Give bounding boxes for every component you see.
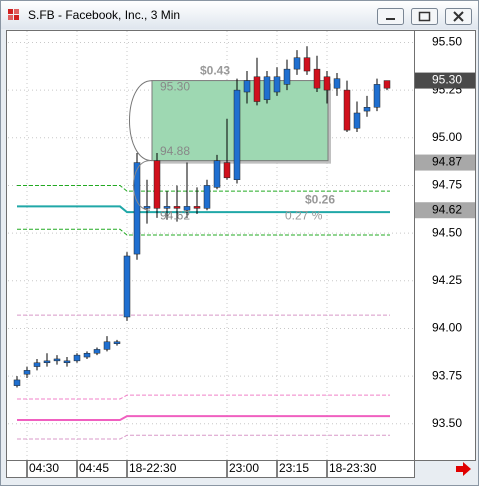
candle-body (213, 160, 221, 188)
price-marker-label: 94.87 (432, 155, 462, 169)
measure-top: 95.30 (160, 80, 190, 94)
minimize-button[interactable] (377, 8, 404, 25)
level-line (17, 434, 390, 440)
candle-body (143, 206, 151, 209)
candle-body (363, 107, 371, 112)
x-tick-label: 23:00 (229, 461, 259, 475)
candle-body (73, 354, 81, 362)
candle-body (233, 89, 241, 180)
candle-body (93, 349, 101, 354)
measure-bottom: 94.88 (160, 144, 190, 158)
close-button[interactable] (445, 8, 472, 25)
y-tick-label: 93.75 (432, 368, 462, 382)
price-marker-label: 95.30 (432, 73, 462, 87)
candle-body (43, 360, 51, 364)
candle-body (113, 341, 121, 344)
candle-body (63, 360, 71, 364)
measure-change: $0.43 (200, 64, 230, 78)
candle-body (343, 89, 351, 131)
candle-body (13, 379, 21, 386)
price-marker-label: 94.62 (432, 202, 462, 216)
time-axis (6, 460, 415, 478)
level-line (17, 415, 390, 421)
candle-body (33, 362, 41, 367)
level-line (17, 228, 390, 236)
level-line (17, 394, 390, 400)
level-line (17, 184, 390, 192)
price-marker (415, 202, 475, 219)
candle-body (53, 358, 61, 362)
price-marker (415, 154, 475, 171)
candle-body (323, 76, 331, 91)
candle-body (303, 57, 311, 72)
candle-body (133, 162, 141, 255)
candle-body (183, 206, 191, 211)
candle-body (283, 68, 291, 85)
y-tick-label: 94.50 (432, 225, 462, 239)
x-tick-label: 23:15 (279, 461, 309, 475)
candle-body (383, 80, 391, 89)
level-line (17, 205, 390, 214)
candle-body (193, 206, 201, 209)
note-percent: 0.27 % (285, 208, 323, 222)
y-tick-label: 94.75 (432, 178, 462, 192)
price-marker (415, 72, 475, 89)
x-tick-label: 18-23:30 (329, 461, 377, 475)
x-tick-label: 18-22:30 (129, 461, 177, 475)
y-tick-label: 93.50 (432, 416, 462, 430)
note-change: $0.26 (305, 192, 335, 206)
scroll-arrow[interactable] (456, 462, 471, 476)
x-tick-label: 04:45 (79, 461, 109, 475)
x-tick-label: 04:30 (29, 461, 59, 475)
y-tick-label: 94.00 (432, 321, 462, 335)
candle-body (123, 255, 131, 318)
candle-body (203, 185, 211, 209)
candle-body (263, 76, 271, 100)
candle-body (103, 341, 111, 350)
candle-body (173, 206, 181, 209)
candle-body (153, 160, 161, 209)
price-axis (414, 30, 476, 461)
candle-body (223, 162, 231, 179)
y-tick-label: 95.00 (432, 130, 462, 144)
candle-body (83, 352, 91, 358)
note-price: 94.62 (160, 208, 190, 222)
measure-bracket (129, 80, 153, 162)
candle-body (373, 84, 381, 108)
candle-body (273, 76, 281, 93)
candle-body (163, 206, 171, 209)
note-bracket (133, 160, 151, 211)
candle-body (293, 57, 301, 70)
candle-body (353, 112, 361, 129)
candle-body (243, 80, 251, 93)
y-tick-label: 95.50 (432, 35, 462, 49)
candle-body (313, 68, 321, 89)
maximize-button[interactable] (411, 8, 438, 25)
y-tick-label: 94.25 (432, 273, 462, 287)
app-icon (8, 9, 19, 20)
window-title: S.FB - Facebook, Inc., 3 Min (28, 8, 180, 22)
candle-body (253, 76, 261, 102)
candle-body (23, 370, 31, 375)
candle-body (333, 78, 341, 89)
